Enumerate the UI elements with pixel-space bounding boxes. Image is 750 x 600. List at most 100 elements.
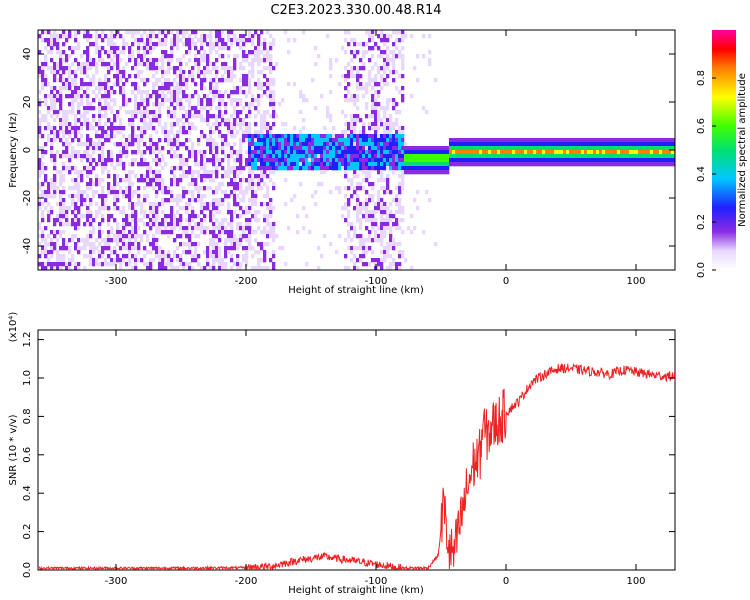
heatmap-cell <box>113 34 117 39</box>
heatmap-cell <box>401 134 405 139</box>
heatmap-cell <box>491 142 495 147</box>
heatmap-cell <box>227 246 231 251</box>
heatmap-cell <box>140 162 144 167</box>
heatmap-cell <box>581 158 585 163</box>
heatmap-cell <box>56 130 60 135</box>
heatmap-cell <box>236 174 240 179</box>
heatmap-cell <box>272 162 276 167</box>
heatmap-cell <box>104 110 108 115</box>
heatmap-cell <box>101 150 105 155</box>
heatmap-cell <box>335 146 339 151</box>
heatmap-cell <box>98 158 102 163</box>
heatmap-cell <box>398 262 402 267</box>
heatmap-cell <box>428 158 432 163</box>
heatmap-cell <box>152 126 156 131</box>
heatmap-cell <box>128 222 132 227</box>
heatmap-cell <box>92 98 96 103</box>
heatmap-cell <box>44 102 48 107</box>
heatmap-cell <box>53 190 57 195</box>
heatmap-cell <box>104 74 108 79</box>
heatmap-cell <box>248 198 252 203</box>
heatmap-cell <box>350 166 354 171</box>
heatmap-cell <box>254 150 258 155</box>
heatmap-cell <box>212 162 216 167</box>
heatmap-cell <box>356 194 360 199</box>
heatmap-cell <box>383 114 387 119</box>
heatmap-cell <box>527 158 531 163</box>
heatmap-cell <box>371 142 375 147</box>
heatmap-cell <box>53 134 57 139</box>
heatmap-cell <box>203 38 207 43</box>
heatmap-cell <box>248 206 252 211</box>
heatmap-cell <box>242 194 246 199</box>
heatmap-cell <box>152 30 156 35</box>
heatmap-cell <box>191 142 195 147</box>
heatmap-cell <box>71 50 75 55</box>
heatmap-cell <box>335 106 339 111</box>
heatmap-cell <box>107 78 111 83</box>
heatmap-cell <box>77 94 81 99</box>
heatmap-cell <box>386 54 390 59</box>
heatmap-cell <box>488 162 492 167</box>
heatmap-cell <box>176 34 180 39</box>
heatmap-cell <box>353 154 357 159</box>
heatmap-cell <box>179 198 183 203</box>
heatmap-cell <box>53 174 57 179</box>
heatmap-cell <box>344 174 348 179</box>
heatmap-cell <box>380 154 384 159</box>
heatmap-cell <box>287 146 291 151</box>
heatmap-cell <box>86 142 90 147</box>
heatmap-cell <box>80 70 84 75</box>
heatmap-cell <box>272 186 276 191</box>
heatmap-cell <box>329 62 333 67</box>
heatmap-cell <box>137 54 141 59</box>
heatmap-cell <box>86 182 90 187</box>
heatmap-cell <box>59 234 63 239</box>
heatmap-cell <box>356 66 360 71</box>
heatmap-cell <box>383 186 387 191</box>
heatmap-cell <box>107 222 111 227</box>
heatmap-cell <box>257 174 261 179</box>
heatmap-cell <box>347 222 351 227</box>
heatmap-cell <box>386 182 390 187</box>
heatmap-cell <box>80 170 84 175</box>
heatmap-cell <box>104 242 108 247</box>
heatmap-cell <box>350 150 354 155</box>
heatmap-cell <box>356 214 360 219</box>
heatmap-cell <box>251 62 255 67</box>
heatmap-cell <box>197 98 201 103</box>
heatmap-cell <box>254 182 258 187</box>
heatmap-cell <box>140 178 144 183</box>
heatmap-cell <box>221 114 225 119</box>
heatmap-cell <box>209 90 213 95</box>
heatmap-cell <box>92 62 96 67</box>
heatmap-cell <box>206 170 210 175</box>
heatmap-cell <box>248 230 252 235</box>
heatmap-cell <box>383 134 387 139</box>
heatmap-cell <box>164 70 168 75</box>
heatmap-cell <box>113 198 117 203</box>
heatmap-cell <box>53 42 57 47</box>
heatmap-cell <box>266 230 270 235</box>
heatmap-cell <box>449 162 453 167</box>
heatmap-cell <box>287 142 291 147</box>
heatmap-cell <box>221 266 225 270</box>
heatmap-cell <box>341 142 345 147</box>
heatmap-cell <box>374 162 378 167</box>
heatmap-cell <box>185 234 189 239</box>
heatmap-cell <box>569 142 573 147</box>
heatmap-cell <box>383 110 387 115</box>
heatmap-cell <box>320 142 324 147</box>
heatmap-cell <box>410 166 414 171</box>
heatmap-cell <box>251 38 255 43</box>
heatmap-cell <box>227 30 231 35</box>
heatmap-cell <box>368 78 372 83</box>
heatmap-cell <box>233 186 237 191</box>
heatmap-cell <box>662 138 666 143</box>
heatmap-cell <box>398 254 402 259</box>
heatmap-cell <box>335 158 339 163</box>
heatmap-cell <box>341 146 345 151</box>
heatmap-cell <box>74 182 78 187</box>
heatmap-cell <box>134 38 138 43</box>
